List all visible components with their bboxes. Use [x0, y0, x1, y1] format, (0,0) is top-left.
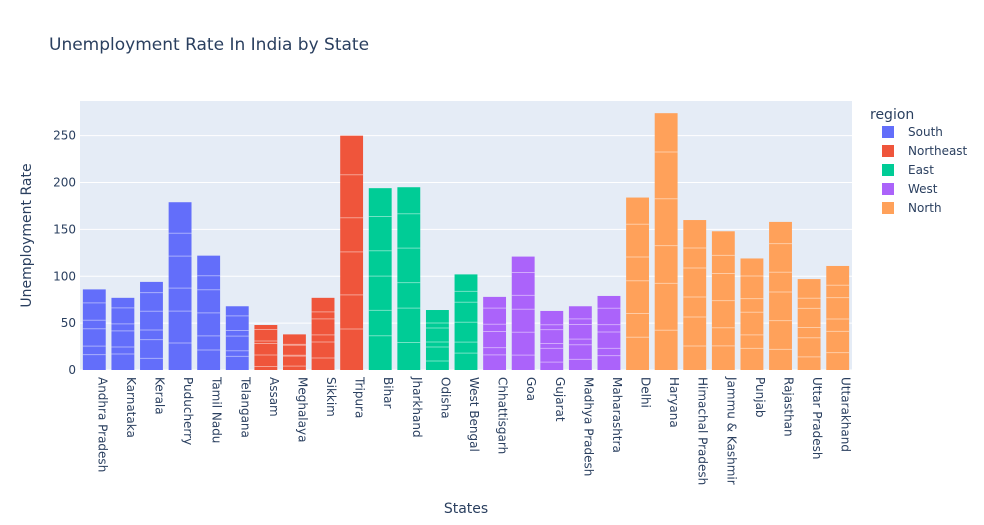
legend-label[interactable]: North [908, 201, 942, 215]
bar [225, 306, 249, 370]
legend-label[interactable]: West [908, 182, 938, 196]
bar [397, 187, 421, 370]
x-tick-label: Rajasthan [782, 377, 796, 437]
legend: region South Northeast East West North [870, 107, 968, 215]
x-tick-label: Telangana [238, 376, 252, 438]
y-tick-label: 0 [68, 363, 76, 377]
bar [140, 281, 163, 370]
x-tick-label: Goa [524, 377, 538, 401]
bar [654, 113, 678, 371]
x-tick-label: Haryana [667, 377, 681, 428]
x-tick-label: Bihar [381, 377, 395, 409]
x-tick-label: Puducherry [181, 377, 195, 445]
x-tick-label: Uttarakhand [839, 377, 853, 452]
x-tick-labels: Andhra Pradesh Karnataka Kerala Puducherry T… [95, 376, 852, 485]
bar [168, 202, 192, 370]
x-tick-label: Maharashtra [610, 377, 624, 453]
bar [425, 310, 449, 370]
x-tick-label: Sikkim [324, 377, 338, 417]
x-tick-label: Himachal Pradesh [696, 377, 710, 485]
bars [82, 113, 850, 371]
legend-swatch[interactable] [882, 126, 894, 138]
x-tick-label: Kerala [152, 377, 166, 415]
chart-title: Unemployment Rate In India by State [49, 35, 369, 55]
bar [797, 279, 821, 370]
x-tick-label: Tamil Nadu [210, 376, 224, 443]
x-tick-label: Meghalaya [295, 377, 309, 442]
bar [568, 306, 592, 370]
bar [826, 265, 850, 370]
x-tick-label: Jammu & Kashmir [724, 376, 738, 485]
x-tick-label: Odisha [438, 377, 452, 419]
bar [454, 274, 478, 370]
legend-label[interactable]: East [908, 163, 934, 177]
bar [683, 220, 707, 370]
bar [711, 231, 735, 370]
x-tick-label: Andhra Pradesh [95, 377, 109, 472]
legend-label[interactable]: South [908, 125, 943, 139]
y-tick-label: 50 [61, 316, 76, 330]
x-tick-label: West Bengal [467, 377, 481, 452]
legend-label[interactable]: Northeast [908, 144, 968, 158]
bar [626, 197, 649, 370]
x-tick-label: Gujarat [553, 377, 567, 422]
bar [740, 258, 764, 370]
bar [368, 188, 392, 370]
y-tick-label: 250 [53, 129, 76, 143]
x-tick-label: Madhya Pradesh [581, 377, 595, 476]
bar [283, 334, 306, 370]
y-axis-title: Unemployment Rate [19, 163, 35, 307]
x-tick-label: Assam [267, 377, 281, 417]
legend-swatch[interactable] [882, 164, 894, 176]
x-tick-label: Uttar Pradesh [810, 377, 824, 459]
x-tick-label: Delhi [639, 377, 653, 408]
bar [511, 256, 535, 370]
bar [483, 296, 507, 370]
bar [540, 310, 564, 370]
y-tick-label: 200 [53, 176, 76, 190]
bar [597, 295, 621, 370]
x-tick-label: Karnataka [124, 377, 138, 438]
bar [197, 255, 221, 370]
x-tick-label: Jharkhand [410, 376, 424, 438]
x-tick-label: Tripura [353, 376, 367, 418]
bar [340, 135, 364, 370]
y-tick-labels: 0 50 100 150 200 250 [53, 129, 76, 377]
bar [311, 297, 335, 370]
legend-swatch[interactable] [882, 145, 894, 157]
legend-swatch[interactable] [882, 202, 894, 214]
bar [111, 297, 135, 370]
y-tick-label: 150 [53, 222, 76, 236]
bar [769, 221, 792, 370]
x-tick-label: Punjab [753, 377, 767, 418]
bar [82, 289, 106, 370]
legend-title: region [870, 107, 914, 123]
legend-swatch[interactable] [882, 183, 894, 195]
y-tick-label: 100 [53, 269, 76, 283]
x-axis-title: States [444, 501, 488, 517]
x-tick-label: Chhattisgarh [496, 377, 510, 454]
bar [254, 325, 278, 370]
